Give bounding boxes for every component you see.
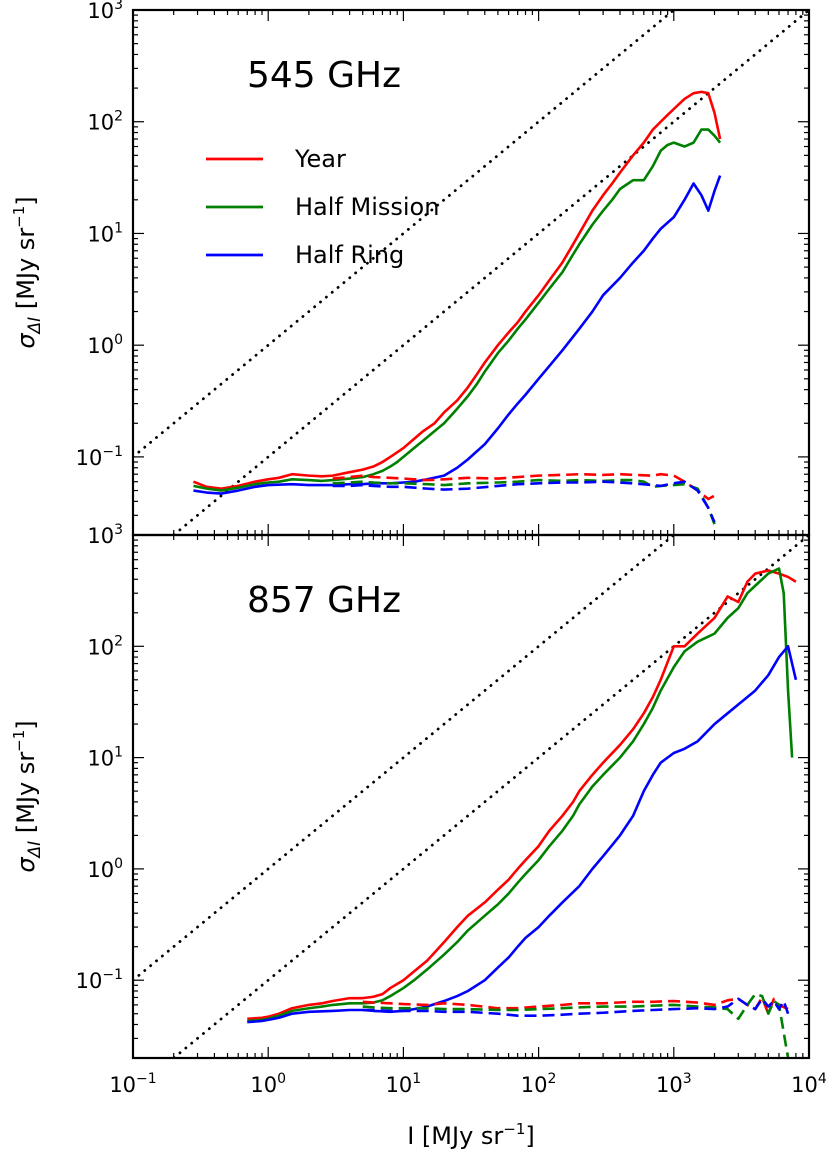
x-tick-label: 103: [656, 1071, 692, 1097]
y-axis-label: σΔI [MJy sr−1]: [10, 196, 45, 348]
y-tick-label: 100: [87, 332, 123, 358]
series-line-half-ring: [193, 175, 722, 495]
series-line-year: [247, 569, 797, 1021]
series-line-year: [192, 90, 722, 490]
series-line-half-mission-dashed: [362, 992, 790, 1058]
legend-item: Half Ring: [206, 241, 404, 269]
x-tick-label: 10−1: [109, 1071, 156, 1097]
series-line-half-ring-dashed: [362, 997, 790, 1017]
plot-area: [133, 10, 809, 535]
legend-label: Year: [294, 145, 346, 173]
series-line-half-ring: [247, 644, 798, 1024]
legend-label: Half Ring: [295, 241, 404, 269]
y-tick-label: 10−1: [76, 444, 123, 470]
y-tick-label: 101: [87, 745, 123, 771]
y-tick-label: 100: [87, 856, 123, 882]
y-tick-label: 103: [87, 522, 123, 548]
series-line-half-mission: [247, 567, 794, 1023]
legend: Year Half Mission Half Ring: [206, 145, 439, 269]
series-line-half-ring-dashed: [332, 480, 716, 523]
panel-title: 545 GHz: [247, 55, 401, 96]
reference-line: [171, 10, 809, 535]
panel-857ghz: 103 102 101 100 10−1 10−1 100 101 102 103 104 857 G…: [10, 522, 827, 1150]
series-line-half-mission-dashed: [332, 478, 716, 525]
x-tick-label: 102: [521, 1071, 557, 1097]
y-axis-label: σΔI [MJy sr−1]: [10, 720, 45, 872]
x-tick-label: 101: [386, 1071, 422, 1097]
y-tick-label: 101: [87, 220, 123, 246]
x-tick-label: 100: [250, 1071, 286, 1097]
plot-area: [133, 535, 809, 1058]
legend-item: Year: [206, 145, 346, 173]
reference-line: [171, 535, 809, 1058]
x-axis-label: I [MJy sr−1]: [407, 1120, 535, 1150]
reference-line: [133, 10, 676, 459]
legend-item: Half Mission: [206, 193, 439, 221]
series-line-year-dashed: [332, 472, 716, 501]
axis-ticks: [132, 535, 809, 1059]
y-tick-label: 103: [87, 0, 123, 23]
legend-label: Half Mission: [295, 193, 439, 221]
panel-title: 857 GHz: [247, 580, 401, 621]
series-line-half-mission: [193, 128, 722, 492]
y-tick-label: 102: [87, 633, 123, 659]
panel-545ghz: 103 102 101 100 10−1 545 GHz σΔI [MJy sr−1] Yea…: [10, 0, 811, 537]
x-tick-label: 104: [791, 1071, 827, 1097]
plot-frame: [131, 533, 811, 1060]
y-tick-label: 10−1: [76, 967, 123, 993]
y-tick-label: 102: [87, 109, 123, 135]
